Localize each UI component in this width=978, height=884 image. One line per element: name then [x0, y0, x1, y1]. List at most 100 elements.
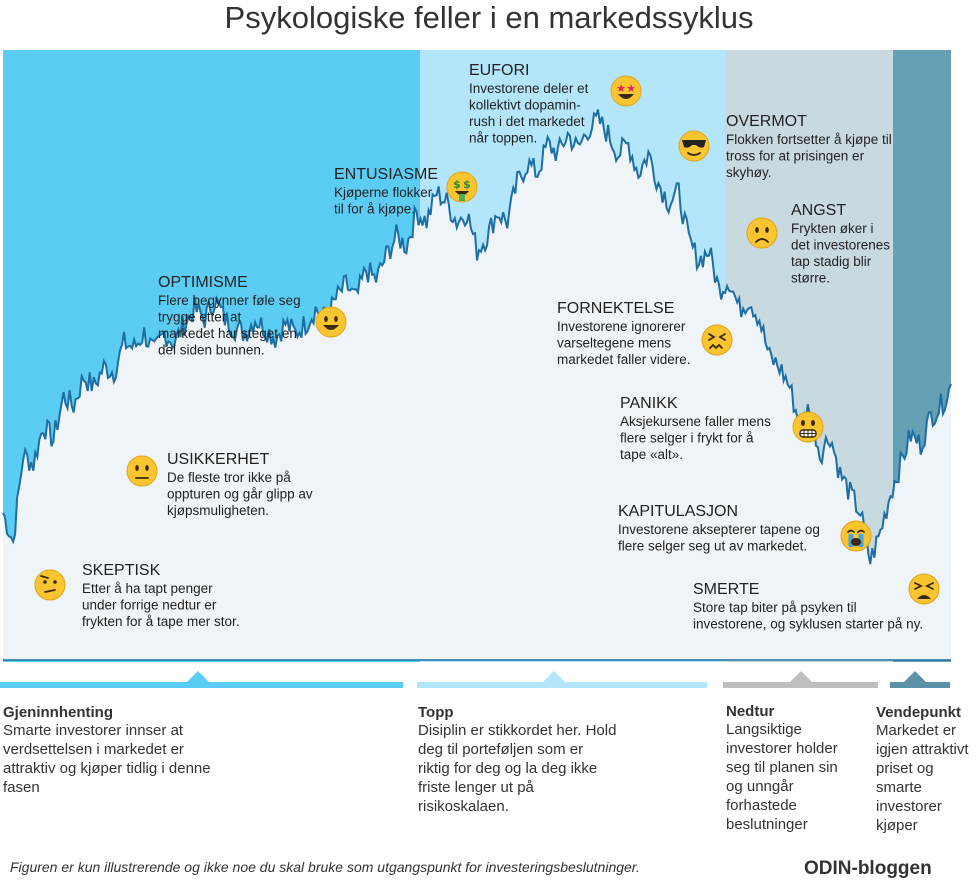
- money-face-icon: $ $: [446, 171, 478, 203]
- stage-overmot: OVERMOT Flokken fortsetter å kjøpe til tro…: [678, 113, 892, 180]
- phase-arrow-3: [789, 671, 813, 683]
- phase-description-line: fasen: [3, 779, 40, 796]
- phase-description-line: investorer: [876, 798, 942, 815]
- stage-description-line: kollektivt dopamin-: [469, 98, 581, 113]
- stage-description-line: tap stadig blir: [791, 254, 872, 269]
- stage-description-line: trygge etter at: [158, 310, 242, 325]
- phase-description-line: og unngår: [726, 778, 794, 795]
- stage-title: ANGST: [791, 202, 846, 219]
- stage-panikk: PANIKK Aksjekursene faller mens flere selg…: [620, 395, 824, 462]
- phase-title: Gjeninnhenting: [3, 704, 113, 721]
- phase-description-line: risikoskalaen.: [418, 798, 509, 815]
- stage-description-line: tross for at prisingen er: [726, 149, 865, 164]
- phase-nedtur: Nedtur Langsiktige investorer holder seg ti…: [726, 703, 838, 834]
- phase-description-line: verdsettelsen i markedet er: [3, 741, 184, 758]
- star-eyes-face-icon: ★ ★: [610, 75, 642, 107]
- stage-description-line: Kjøperne flokker: [334, 185, 433, 200]
- stage-description-line: under forrige nedtur er: [82, 598, 217, 613]
- phase-bar-3: [723, 682, 878, 688]
- stage-description-line: Flere begynner føle seg: [158, 293, 301, 308]
- stage-description-line: Frykten øker i: [791, 221, 874, 236]
- neutral-face-icon: [126, 455, 158, 487]
- stage-optimisme: OPTIMISME Flere begynner føle seg trygge e…: [158, 274, 347, 358]
- stage-title: PANIKK: [620, 395, 678, 412]
- phase-description-line: igjen attraktivt: [876, 741, 969, 758]
- skeptical-face-icon: [34, 569, 66, 601]
- stage-description-line: del siden bunnen.: [158, 343, 265, 358]
- stage-description-line: Etter å ha tapt penger: [82, 581, 213, 596]
- phase-bar-2: [417, 682, 707, 688]
- stage-description-line: til for å kjøpe.: [334, 202, 415, 217]
- phase-bar-1: [0, 682, 403, 688]
- phase-description-line: kjøper: [876, 817, 918, 834]
- phase-bar-4: [890, 682, 950, 688]
- phase-description-line: seg til planen sin: [726, 759, 838, 776]
- phase-arrow-4: [903, 671, 927, 683]
- stage-smerte: SMERTE Store tap biter på psyken til inves…: [693, 573, 940, 632]
- smiling-face-icon: [315, 306, 347, 338]
- phase-description-line: attraktiv og kjøper tidlig i denne: [3, 760, 211, 777]
- stage-title: ENTUSIASME: [334, 166, 438, 183]
- phase-description-line: Markedet er: [876, 722, 957, 739]
- stage-title: SMERTE: [693, 581, 759, 598]
- phase-title: Nedtur: [726, 703, 775, 720]
- stage-description-line: kjøpsmuligheten.: [167, 503, 269, 518]
- phase-description-line: forhastede: [726, 797, 797, 814]
- phase-description-line: riktig for deg og la deg ikke: [418, 760, 598, 777]
- stage-description-line: Investorene aksepterer tapene og: [618, 522, 820, 537]
- phase-description-line: smarte: [876, 779, 922, 796]
- stage-fornektelse: FORNEKTELSE Investorene ignorerer varselte…: [557, 300, 733, 367]
- stage-description-line: varseltegene mens: [557, 336, 671, 351]
- stage-usikkerhet: USIKKERHET De fleste tror ikke på oppturen…: [126, 451, 313, 518]
- svg-text:★: ★: [616, 82, 626, 95]
- stage-description-line: Investorene deler et: [469, 81, 589, 96]
- stage-title: SKEPTISK: [82, 562, 161, 579]
- stage-eufori: EUFORI Investorene deler et kollektivt dop…: [469, 62, 642, 146]
- phase-arrow-2: [542, 671, 566, 683]
- stage-kapitulasjon: KAPITULASJON Investorene aksepterer tapen…: [618, 503, 872, 554]
- stage-description-line: oppturen og går glipp av: [167, 487, 313, 502]
- phase-description-line: Disiplin er stikkordet her. Hold: [418, 722, 617, 739]
- price-area: [3, 109, 951, 661]
- stage-description-line: flere selger i frykt for å: [620, 431, 754, 446]
- stage-description-line: Investorene ignorerer: [557, 319, 686, 334]
- stage-description-line: større.: [791, 271, 830, 286]
- phase-description-line: friste lenger ut på: [418, 779, 534, 796]
- stage-entusiasme: ENTUSIASME Kjøperne flokker til for å kjøp…: [334, 166, 478, 217]
- stage-description-line: skyhøy.: [726, 165, 772, 180]
- confounded-face-icon: [701, 324, 733, 356]
- phase-description-line: priset og: [876, 760, 934, 777]
- tired-face-icon: [908, 573, 940, 605]
- stage-description-line: markedet faller videre.: [557, 352, 691, 367]
- stage-description-line: frykten for å tape mer stor.: [82, 614, 240, 629]
- phase-description-line: Langsiktige: [726, 721, 802, 738]
- stage-description-line: Store tap biter på psyken til: [693, 600, 857, 615]
- frowning-face-icon: [746, 217, 778, 249]
- phase-arrow-1: [186, 671, 210, 683]
- phase-gjeninnhenting: Gjeninnhenting Smarte investorer innser a…: [3, 704, 211, 797]
- phase-topp: Topp Disiplin er stikkordet her. Hold deg …: [418, 704, 616, 816]
- phase-description-line: beslutninger: [726, 816, 808, 833]
- stage-description-line: når toppen.: [469, 131, 537, 146]
- stage-description-line: investorene, og syklusen starter på ny.: [693, 617, 923, 632]
- stage-description-line: De fleste tror ikke på: [167, 470, 291, 485]
- svg-text:★: ★: [626, 82, 636, 95]
- phase-description-line: deg til porteføljen som er: [418, 741, 584, 758]
- stage-title: OPTIMISME: [158, 274, 248, 291]
- price-line: [2, 109, 952, 565]
- phase-title: Topp: [418, 704, 454, 721]
- phase-description-line: Smarte investorer innser at: [3, 722, 184, 739]
- stage-description-line: rush i det markedet: [469, 114, 585, 129]
- stage-title: USIKKERHET: [167, 451, 269, 468]
- stage-title: EUFORI: [469, 62, 529, 79]
- stage-description-line: det investorenes: [791, 238, 890, 253]
- stage-skeptisk: SKEPTISK Etter å ha tapt penger under forr…: [34, 562, 240, 629]
- crying-face-icon: [840, 520, 872, 552]
- stage-description-line: flere selger seg ut av markedet.: [618, 539, 807, 554]
- phase-vendepunkt: Vendepunkt Markedet er igjen attraktivt pri…: [876, 704, 969, 835]
- grimacing-face-icon: [792, 411, 824, 443]
- svg-text:$: $: [463, 178, 471, 191]
- chart-title: Psykologiske feller i en markedssyklus: [224, 0, 754, 35]
